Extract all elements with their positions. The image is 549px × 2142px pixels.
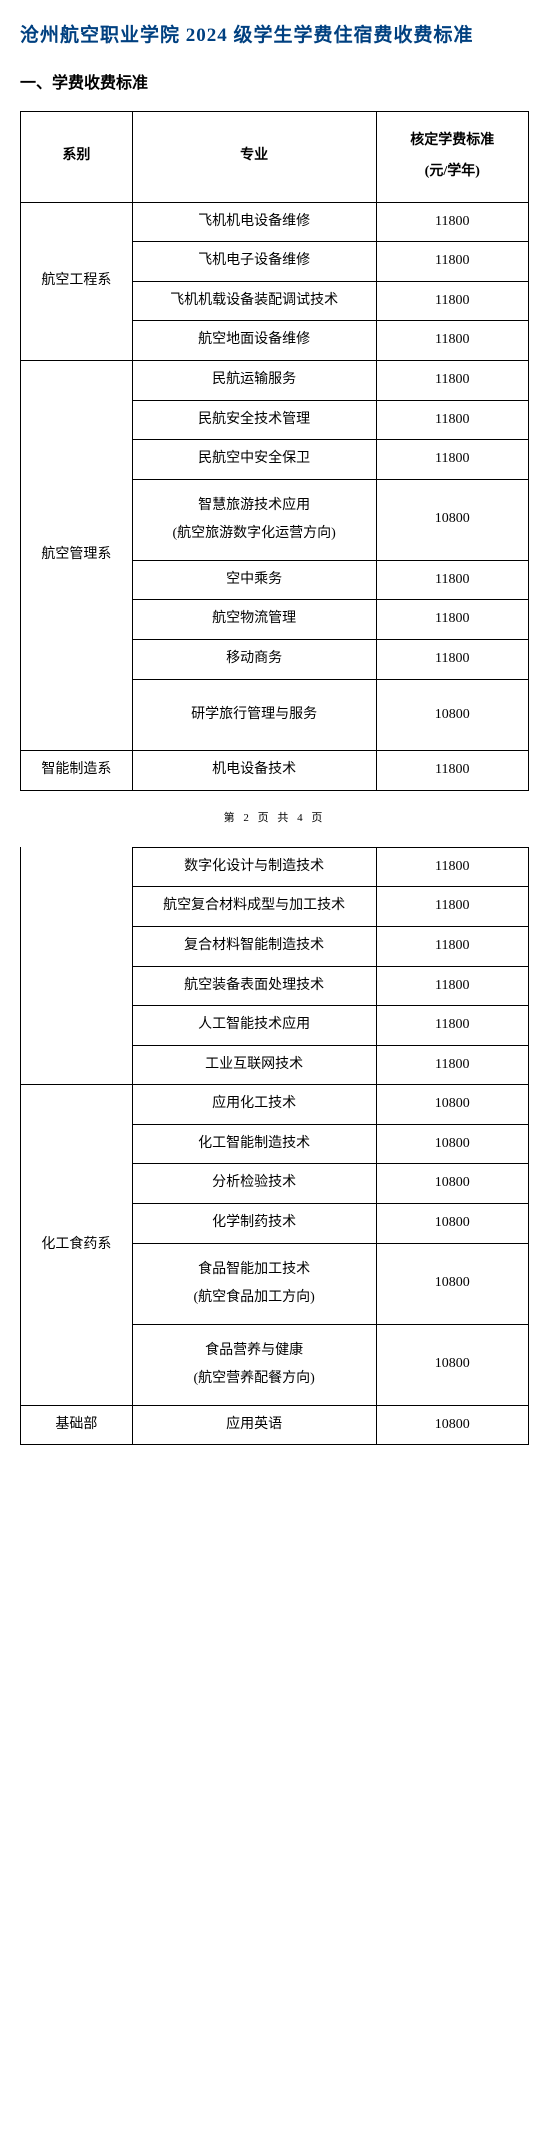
fee-cell: 11800 [376, 926, 528, 966]
fee-cell: 10800 [376, 1085, 528, 1125]
fee-cell: 10800 [376, 1164, 528, 1204]
fee-cell: 11800 [376, 1045, 528, 1085]
fee-cell: 11800 [376, 751, 528, 791]
header-fee: 核定学费标准 (元/学年) [376, 112, 528, 203]
major-cell: 飞机机电设备维修 [132, 202, 376, 242]
fee-cell: 10800 [376, 1243, 528, 1324]
fee-cell: 10800 [376, 679, 528, 751]
table-header-row: 系别 专业 核定学费标准 (元/学年) [21, 112, 529, 203]
major-cell: 复合材料智能制造技术 [132, 926, 376, 966]
major-cell: 应用英语 [132, 1405, 376, 1445]
major-cell: 数字化设计与制造技术 [132, 847, 376, 887]
dept-cell: 航空工程系 [21, 202, 133, 360]
major-cell: 食品智能加工技术 (航空食品加工方向) [132, 1243, 376, 1324]
dept-cell-continuation [21, 847, 133, 1085]
page-footer: 第 2 页 共 4 页 [20, 809, 529, 825]
table-row: 化工食药系 应用化工技术 10800 [21, 1085, 529, 1125]
major-cell: 应用化工技术 [132, 1085, 376, 1125]
major-cell: 智慧旅游技术应用 (航空旅游数字化运营方向) [132, 479, 376, 560]
fee-cell: 11800 [376, 202, 528, 242]
fee-cell: 11800 [376, 321, 528, 361]
fee-cell: 10800 [376, 479, 528, 560]
fee-cell: 10800 [376, 1124, 528, 1164]
major-cell: 移动商务 [132, 639, 376, 679]
table-row: 航空管理系 民航运输服务 11800 [21, 360, 529, 400]
major-cell: 化学制药技术 [132, 1204, 376, 1244]
major-cell: 分析检验技术 [132, 1164, 376, 1204]
fee-cell: 11800 [376, 639, 528, 679]
major-cell: 空中乘务 [132, 560, 376, 600]
fee-cell: 11800 [376, 847, 528, 887]
fee-cell: 11800 [376, 360, 528, 400]
header-fee-line2: (元/学年) [381, 157, 524, 188]
fee-cell: 11800 [376, 1006, 528, 1046]
major-cell: 航空地面设备维修 [132, 321, 376, 361]
fee-cell: 10800 [376, 1405, 528, 1445]
dept-cell: 化工食药系 [21, 1085, 133, 1405]
major-cell: 民航运输服务 [132, 360, 376, 400]
table-row: 航空工程系 飞机机电设备维修 11800 [21, 202, 529, 242]
fee-cell: 10800 [376, 1324, 528, 1405]
major-cell: 机电设备技术 [132, 751, 376, 791]
major-cell: 民航空中安全保卫 [132, 440, 376, 480]
fee-cell: 11800 [376, 242, 528, 282]
dept-cell: 智能制造系 [21, 751, 133, 791]
fee-cell: 11800 [376, 281, 528, 321]
fee-cell: 11800 [376, 600, 528, 640]
tuition-table-part1: 系别 专业 核定学费标准 (元/学年) 航空工程系 飞机机电设备维修 11800… [20, 111, 529, 791]
major-cell: 人工智能技术应用 [132, 1006, 376, 1046]
fee-cell: 11800 [376, 887, 528, 927]
dept-cell: 航空管理系 [21, 360, 133, 750]
major-cell: 飞机机载设备装配调试技术 [132, 281, 376, 321]
fee-cell: 11800 [376, 560, 528, 600]
fee-cell: 11800 [376, 966, 528, 1006]
major-cell: 飞机电子设备维修 [132, 242, 376, 282]
section-heading-1: 一、学费收费标准 [20, 69, 529, 93]
header-major: 专业 [132, 112, 376, 203]
major-cell: 航空装备表面处理技术 [132, 966, 376, 1006]
major-cell: 航空复合材料成型与加工技术 [132, 887, 376, 927]
major-cell: 研学旅行管理与服务 [132, 679, 376, 751]
major-line1: 食品智能加工技术 [137, 1256, 372, 1284]
document-title: 沧州航空职业学院 2024 级学生学费住宿费收费标准 [20, 20, 529, 47]
major-line1: 智慧旅游技术应用 [137, 492, 372, 520]
dept-cell: 基础部 [21, 1405, 133, 1445]
major-cell: 民航安全技术管理 [132, 400, 376, 440]
table-row: 基础部 应用英语 10800 [21, 1405, 529, 1445]
major-cell: 工业互联网技术 [132, 1045, 376, 1085]
fee-cell: 10800 [376, 1204, 528, 1244]
major-cell: 化工智能制造技术 [132, 1124, 376, 1164]
major-cell: 食品营养与健康 (航空营养配餐方向) [132, 1324, 376, 1405]
major-line2: (航空营养配餐方向) [137, 1365, 372, 1393]
table-row: 智能制造系 机电设备技术 11800 [21, 751, 529, 791]
header-fee-line1: 核定学费标准 [381, 126, 524, 157]
header-dept: 系别 [21, 112, 133, 203]
major-line2: (航空旅游数字化运营方向) [137, 520, 372, 548]
major-line1: 食品营养与健康 [137, 1337, 372, 1365]
fee-cell: 11800 [376, 400, 528, 440]
major-line2: (航空食品加工方向) [137, 1284, 372, 1312]
table-row: 数字化设计与制造技术 11800 [21, 847, 529, 887]
major-cell: 航空物流管理 [132, 600, 376, 640]
tuition-table-part2: 数字化设计与制造技术 11800 航空复合材料成型与加工技术 11800 复合材… [20, 847, 529, 1446]
fee-cell: 11800 [376, 440, 528, 480]
